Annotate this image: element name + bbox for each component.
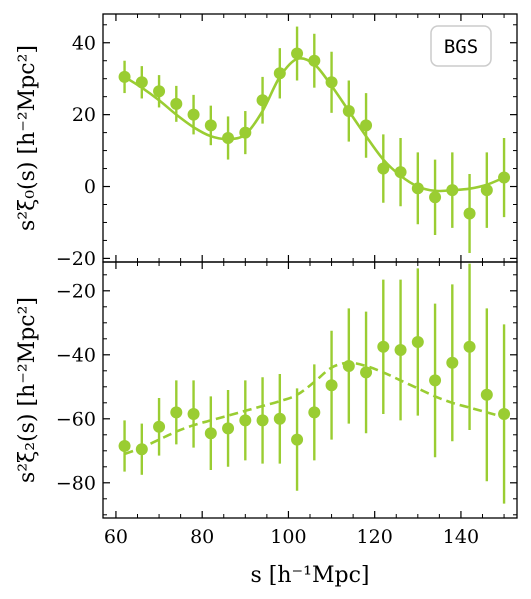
data-point	[377, 162, 390, 175]
data-point	[273, 412, 286, 425]
quadrupole-axes-frame	[102, 261, 518, 519]
data-point	[411, 182, 424, 195]
data-point	[204, 119, 217, 132]
data-point	[291, 433, 304, 446]
y-tick-label: 40	[72, 32, 96, 54]
monopole-y-axis-label: s²ξ₀(s) [h⁻²Mpc²]	[15, 45, 40, 231]
y-tick-label: −60	[56, 408, 96, 430]
monopole-points	[118, 26, 511, 254]
y-tick-label: −80	[56, 472, 96, 494]
monopole-ticks: −20 0 20 40	[56, 14, 517, 270]
quadrupole-panel: −80 −60 −40 −20 60 80 100 120 140 s²ξ₂(s) [h⁻²Mp…	[15, 261, 518, 588]
data-point	[291, 47, 304, 60]
data-point	[446, 184, 459, 197]
data-point	[153, 85, 166, 98]
data-point	[480, 184, 493, 197]
data-point	[308, 406, 321, 419]
data-point	[118, 440, 131, 452]
data-point	[463, 340, 476, 353]
y-tick-label: −20	[56, 248, 96, 270]
data-point	[308, 54, 321, 67]
data-point	[135, 443, 148, 456]
y-tick-label: 20	[72, 104, 96, 126]
data-point	[118, 70, 131, 83]
data-point	[135, 76, 148, 89]
data-point	[325, 379, 338, 392]
data-point	[463, 207, 476, 220]
quadrupole-y-axis-label: s²ξ₂(s) [h⁻²Mpc²]	[15, 297, 40, 483]
data-point	[170, 406, 183, 419]
x-tick-label: 120	[357, 526, 393, 548]
data-point	[187, 108, 200, 121]
data-point	[222, 132, 235, 144]
legend-box	[430, 25, 492, 67]
data-point	[360, 366, 373, 379]
quadrupole-ticks: −80 −60 −40 −20 60 80 100 120 140	[56, 262, 517, 548]
data-point	[153, 420, 166, 433]
data-point	[360, 119, 373, 132]
data-point	[204, 427, 217, 440]
data-point	[239, 414, 252, 427]
y-tick-label: −20	[56, 280, 96, 302]
data-point	[429, 374, 442, 387]
data-point	[239, 126, 252, 139]
data-point	[342, 360, 355, 372]
legend: BGS	[430, 25, 492, 67]
data-point	[394, 344, 407, 356]
data-point	[498, 408, 511, 420]
y-tick-label: −40	[56, 344, 96, 366]
x-axis-label: s [h⁻¹Mpc]	[251, 563, 370, 588]
data-point	[273, 67, 286, 80]
data-point	[411, 336, 424, 348]
data-point	[170, 97, 183, 110]
x-tick-label: 100	[270, 526, 306, 548]
data-point	[446, 356, 459, 369]
data-point	[187, 408, 200, 420]
x-tick-label: 140	[443, 526, 479, 548]
data-point	[256, 414, 269, 427]
data-point	[429, 191, 442, 204]
x-tick-label: 60	[104, 526, 128, 548]
data-point	[377, 340, 390, 353]
quadrupole-points	[118, 263, 511, 504]
y-tick-label: 0	[84, 176, 96, 198]
data-point	[325, 76, 338, 89]
data-point	[342, 105, 355, 118]
data-point	[256, 94, 269, 107]
data-point	[222, 422, 235, 435]
legend-label-bgs: BGS	[444, 36, 478, 58]
x-tick-label: 80	[190, 526, 214, 548]
monopole-panel: −20 0 20 40 s²ξ₀(s) [h⁻²Mpc²] BGS	[15, 13, 518, 270]
data-point	[498, 171, 511, 184]
data-point	[394, 166, 407, 179]
data-point	[480, 388, 493, 401]
